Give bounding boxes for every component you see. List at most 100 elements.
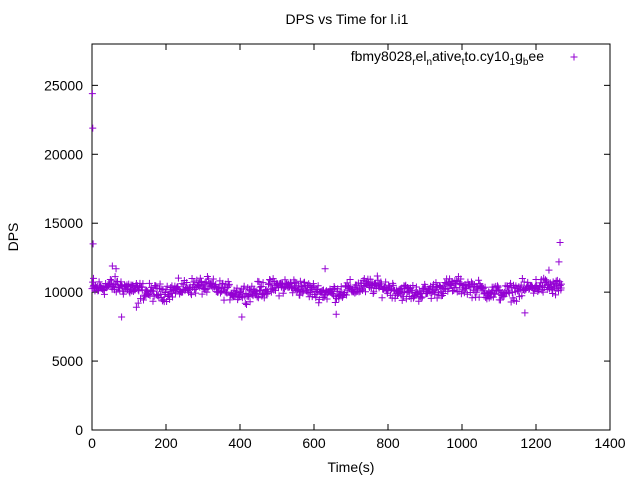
data-point xyxy=(512,297,520,305)
data-point xyxy=(440,290,448,298)
data-point xyxy=(253,293,261,301)
data-point xyxy=(494,282,502,290)
data-point xyxy=(264,289,272,297)
legend-subscript: r xyxy=(412,57,416,68)
data-point xyxy=(306,288,314,296)
data-point xyxy=(89,240,97,248)
data-point xyxy=(557,284,565,292)
data-point xyxy=(238,313,246,321)
data-point xyxy=(431,290,439,298)
data-point xyxy=(329,286,337,294)
data-point xyxy=(381,284,389,292)
data-point xyxy=(552,291,560,299)
y-tick-label: 0 xyxy=(75,422,83,438)
data-point xyxy=(505,288,513,296)
data-point xyxy=(208,279,216,287)
data-point xyxy=(253,289,261,297)
data-point xyxy=(141,293,149,301)
data-point xyxy=(491,290,499,298)
data-point xyxy=(409,282,417,290)
data-point xyxy=(539,288,547,296)
data-point xyxy=(218,287,226,295)
data-point xyxy=(427,294,435,302)
data-point xyxy=(211,282,219,290)
data-point xyxy=(224,283,232,291)
data-point xyxy=(425,285,433,293)
data-point xyxy=(460,289,468,297)
x-axis-label: Time(s) xyxy=(328,459,375,475)
data-point xyxy=(295,281,303,289)
data-point xyxy=(400,282,408,290)
data-point xyxy=(335,295,343,303)
data-point xyxy=(174,274,182,282)
data-point xyxy=(145,279,153,287)
data-point xyxy=(555,258,563,266)
data-point xyxy=(406,285,414,293)
data-point xyxy=(432,279,440,287)
data-point xyxy=(457,275,465,283)
data-point xyxy=(112,265,120,273)
data-point xyxy=(518,275,526,283)
data-point xyxy=(378,294,386,302)
data-point xyxy=(254,294,262,302)
data-point xyxy=(167,289,175,297)
data-point xyxy=(111,273,119,281)
data-point xyxy=(243,292,251,300)
data-point xyxy=(389,281,397,289)
data-point xyxy=(309,284,317,292)
data-point xyxy=(281,276,289,284)
data-point xyxy=(220,296,228,304)
data-point xyxy=(275,292,283,300)
data-point xyxy=(343,279,351,287)
data-point xyxy=(233,284,241,292)
data-point xyxy=(315,299,323,307)
data-point xyxy=(521,309,529,317)
data-point xyxy=(257,282,265,290)
data-point xyxy=(243,301,251,309)
data-point xyxy=(108,262,116,270)
data-point xyxy=(330,282,338,290)
y-tick-label: 25000 xyxy=(44,77,83,93)
legend: fbmy8028relnativetto.cy101gbee xyxy=(351,48,578,68)
data-point xyxy=(216,289,224,297)
y-axis-label: DPS xyxy=(5,223,21,252)
data-point xyxy=(223,289,231,297)
data-points xyxy=(88,90,565,321)
data-point xyxy=(186,284,194,292)
data-point xyxy=(95,278,103,286)
data-point xyxy=(119,290,127,298)
data-point xyxy=(289,289,297,297)
data-point xyxy=(108,277,116,285)
data-point xyxy=(256,286,264,294)
data-point xyxy=(256,283,264,291)
data-point xyxy=(508,289,516,297)
data-point xyxy=(475,293,483,301)
legend-part: ative xyxy=(432,48,462,64)
data-point xyxy=(552,280,560,288)
data-point xyxy=(240,282,248,290)
data-point xyxy=(473,285,481,293)
data-point xyxy=(135,287,143,295)
data-point xyxy=(169,293,177,301)
data-point xyxy=(546,279,554,287)
data-point xyxy=(501,289,509,297)
data-point xyxy=(296,277,304,285)
data-point xyxy=(187,291,195,299)
data-point xyxy=(556,239,564,247)
x-tick-label: 800 xyxy=(376,435,400,451)
data-point xyxy=(470,281,478,289)
data-point xyxy=(88,90,96,98)
legend-marker xyxy=(570,53,578,61)
data-point xyxy=(188,275,196,283)
data-point xyxy=(475,276,483,284)
data-point xyxy=(485,294,493,302)
data-point xyxy=(449,287,457,295)
legend-subscript: t xyxy=(462,57,465,68)
data-point xyxy=(196,274,204,282)
data-point xyxy=(420,284,428,292)
data-point xyxy=(118,313,126,321)
legend-part: el xyxy=(416,48,427,64)
y-tick-label: 15000 xyxy=(44,215,83,231)
data-point xyxy=(89,274,97,282)
data-point xyxy=(332,310,340,318)
